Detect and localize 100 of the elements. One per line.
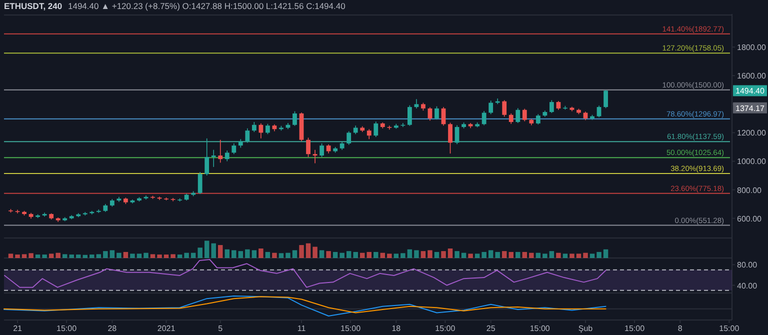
- bar: [103, 251, 108, 258]
- candlestick: [387, 125, 392, 130]
- bar: [508, 252, 514, 258]
- bar: [374, 252, 378, 258]
- bar: [22, 254, 27, 258]
- bar: [522, 252, 528, 258]
- candlestick: [198, 172, 202, 194]
- bar: [495, 252, 500, 258]
- bar: [353, 252, 358, 258]
- bar: [400, 253, 406, 258]
- y-tick-label: 600.00: [737, 214, 762, 224]
- x-tick-label: Şub: [578, 324, 594, 333]
- bar: [576, 254, 582, 258]
- bar: [420, 251, 426, 258]
- y-tick-label: 1000.00: [737, 157, 766, 166]
- bar: [170, 254, 176, 258]
- candlestick: [366, 128, 372, 140]
- bar: [245, 249, 250, 258]
- bar: [441, 251, 446, 258]
- bar: [35, 254, 40, 258]
- bar: [56, 252, 60, 258]
- bar: [252, 250, 257, 258]
- chart-subtitle: 1494.40 ▲ +120.23 (+8.75%) O:1427.88 H:1500.00 L:1421.56 C:1494.40: [68, 1, 346, 11]
- bar: [130, 254, 135, 258]
- bar: [596, 252, 602, 258]
- candlestick: [211, 149, 216, 168]
- y-tick-label: 80.00: [737, 260, 758, 270]
- candlestick: [441, 106, 446, 126]
- bar: [150, 254, 156, 258]
- chart-title: ETHUSDT, 240: [4, 1, 62, 11]
- x-tick-label: 2021: [157, 324, 176, 333]
- candlestick: [204, 138, 210, 176]
- candlestick: [454, 124, 460, 145]
- candlestick: [508, 113, 514, 124]
- candlestick: [428, 106, 432, 121]
- x-tick-label: 15:00: [530, 324, 550, 333]
- bar: [414, 250, 419, 258]
- bar: [232, 250, 236, 258]
- candlestick: [549, 100, 554, 114]
- bar: [549, 251, 554, 258]
- bar: [468, 254, 473, 258]
- bar: [394, 254, 399, 258]
- candlestick: [488, 100, 494, 115]
- x-tick-label: 15:00: [435, 324, 456, 333]
- x-tick-label: 28: [108, 324, 118, 333]
- bar: [603, 249, 608, 258]
- bar: [123, 252, 128, 258]
- bar: [144, 252, 148, 258]
- candlestick: [258, 123, 264, 139]
- bar: [516, 252, 520, 258]
- x-tick-label: 15:00: [56, 324, 78, 333]
- bar: [164, 254, 169, 258]
- y-tick-label: 40.00: [737, 281, 758, 290]
- bar: [28, 253, 34, 258]
- bar: [570, 254, 574, 258]
- bar: [536, 252, 541, 258]
- candlestick: [252, 122, 256, 132]
- bar: [286, 252, 290, 258]
- bar: [428, 250, 432, 258]
- candlestick: [306, 137, 310, 158]
- candlestick: [516, 108, 520, 124]
- bar: [258, 248, 264, 258]
- bar: [346, 251, 352, 258]
- candlestick: [502, 100, 507, 118]
- bar: [211, 243, 216, 258]
- bar: [292, 250, 298, 258]
- candlestick: [374, 121, 378, 138]
- bar: [562, 254, 568, 258]
- bar: [278, 253, 284, 258]
- bar: [198, 248, 202, 258]
- annotation: 1494.40: [736, 86, 766, 96]
- x-tick-label: 25: [486, 324, 496, 333]
- candlestick: [482, 110, 486, 126]
- x-tick-label: 15:00: [340, 324, 362, 333]
- bar: [542, 254, 548, 258]
- bar: [224, 249, 230, 258]
- bar: [62, 254, 68, 258]
- line-series: [4, 259, 606, 288]
- bar: [272, 252, 277, 258]
- candlestick: [266, 123, 270, 135]
- y-tick-label: 800.00: [737, 186, 762, 195]
- bar: [326, 251, 331, 258]
- y-tick-label: 1600.00: [737, 72, 766, 81]
- bar: [583, 252, 588, 258]
- candlestick: [604, 90, 608, 109]
- candlestick: [522, 108, 527, 122]
- candlestick: [414, 98, 419, 109]
- bar: [90, 254, 94, 258]
- bar: [366, 252, 372, 258]
- bar: [76, 254, 81, 258]
- candlestick: [320, 143, 324, 158]
- bar: [454, 251, 460, 258]
- bar: [319, 250, 324, 258]
- bar: [116, 252, 122, 258]
- x-tick-label: 8: [678, 324, 683, 333]
- candlestick: [232, 143, 236, 155]
- bar: [218, 245, 223, 258]
- x-tick-label: 15:00: [624, 324, 646, 333]
- y-tick-label: 1200.00: [737, 128, 766, 138]
- candlestick: [224, 150, 230, 162]
